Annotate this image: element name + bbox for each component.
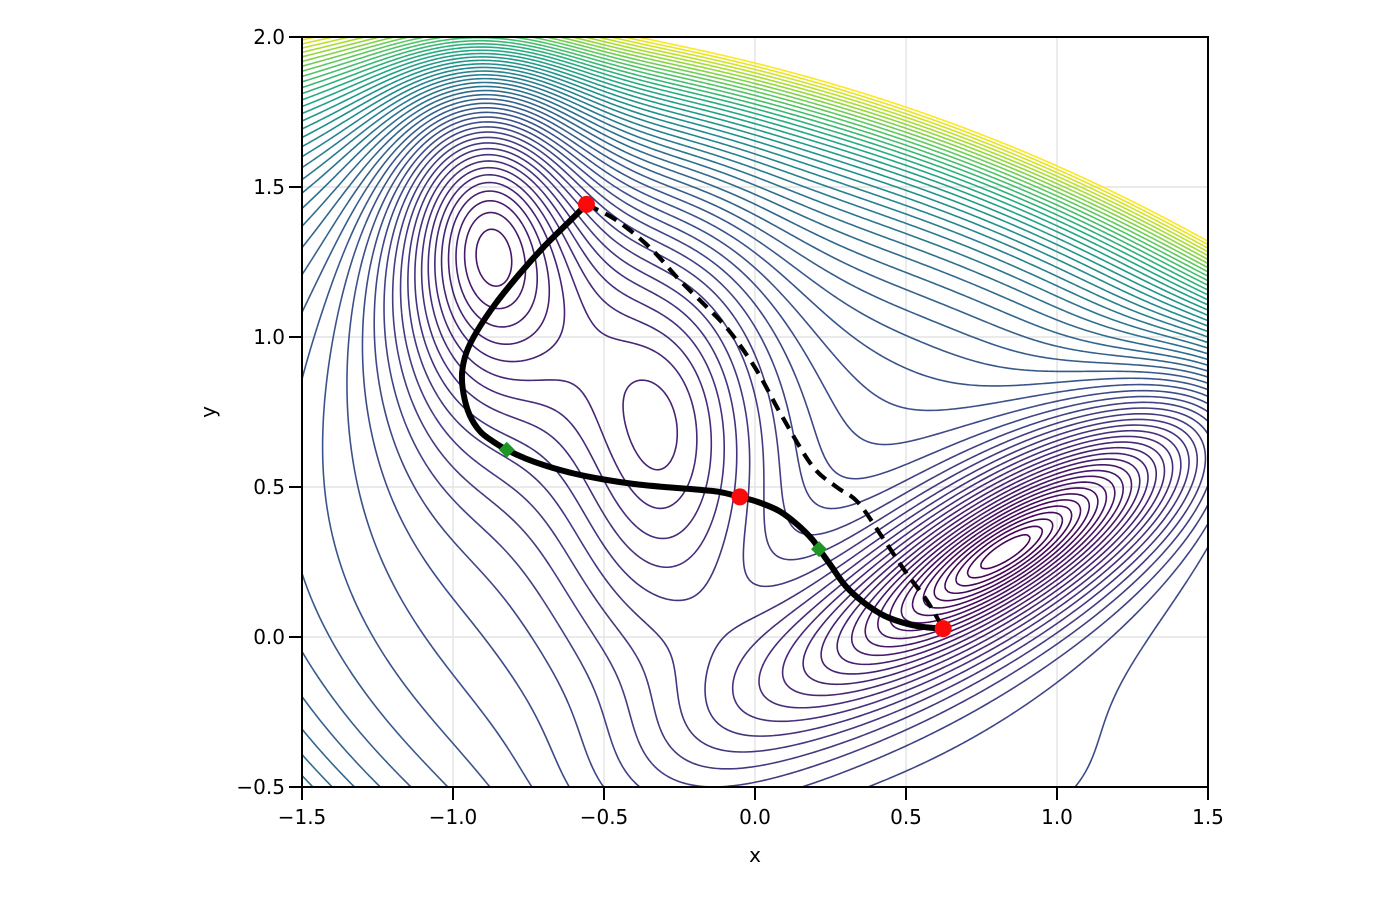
y-tick-label: 1.0 [253,325,285,349]
x-tick-label: −1.0 [428,805,478,829]
x-tick-label: 0.5 [890,805,922,829]
y-tick-label: 0.0 [253,625,285,649]
x-axis-label: x [749,843,761,867]
x-tick-label: 1.0 [1041,805,1073,829]
y-tick-label: −0.5 [236,775,285,799]
y-tick-label: 0.5 [253,475,285,499]
x-tick-label: −1.5 [277,805,327,829]
y-tick-label: 2.0 [253,25,285,49]
x-tick-label: 1.5 [1192,805,1224,829]
x-tick-label: −0.5 [579,805,629,829]
y-axis-label: y [196,406,220,418]
x-tick-label: 0.0 [739,805,771,829]
y-tick-label: 1.5 [253,175,285,199]
